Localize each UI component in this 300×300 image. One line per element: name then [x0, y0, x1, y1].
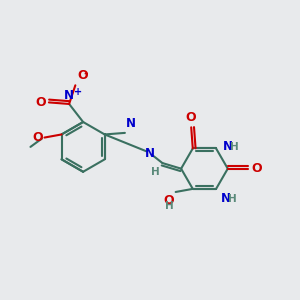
Text: H: H: [228, 194, 237, 205]
Text: N: N: [64, 89, 74, 102]
Text: N: N: [221, 192, 231, 205]
Text: H: H: [151, 167, 160, 177]
Text: N: N: [126, 117, 136, 130]
Text: O: O: [32, 131, 43, 144]
Text: O: O: [185, 111, 196, 124]
Text: N: N: [223, 140, 233, 153]
Text: O: O: [164, 194, 174, 206]
Text: O: O: [252, 162, 262, 175]
Text: -: -: [83, 68, 88, 79]
Text: O: O: [77, 69, 88, 82]
Text: H: H: [165, 201, 174, 211]
Text: +: +: [74, 87, 82, 97]
Text: N: N: [145, 147, 155, 160]
Text: O: O: [35, 96, 46, 109]
Text: H: H: [230, 142, 239, 152]
